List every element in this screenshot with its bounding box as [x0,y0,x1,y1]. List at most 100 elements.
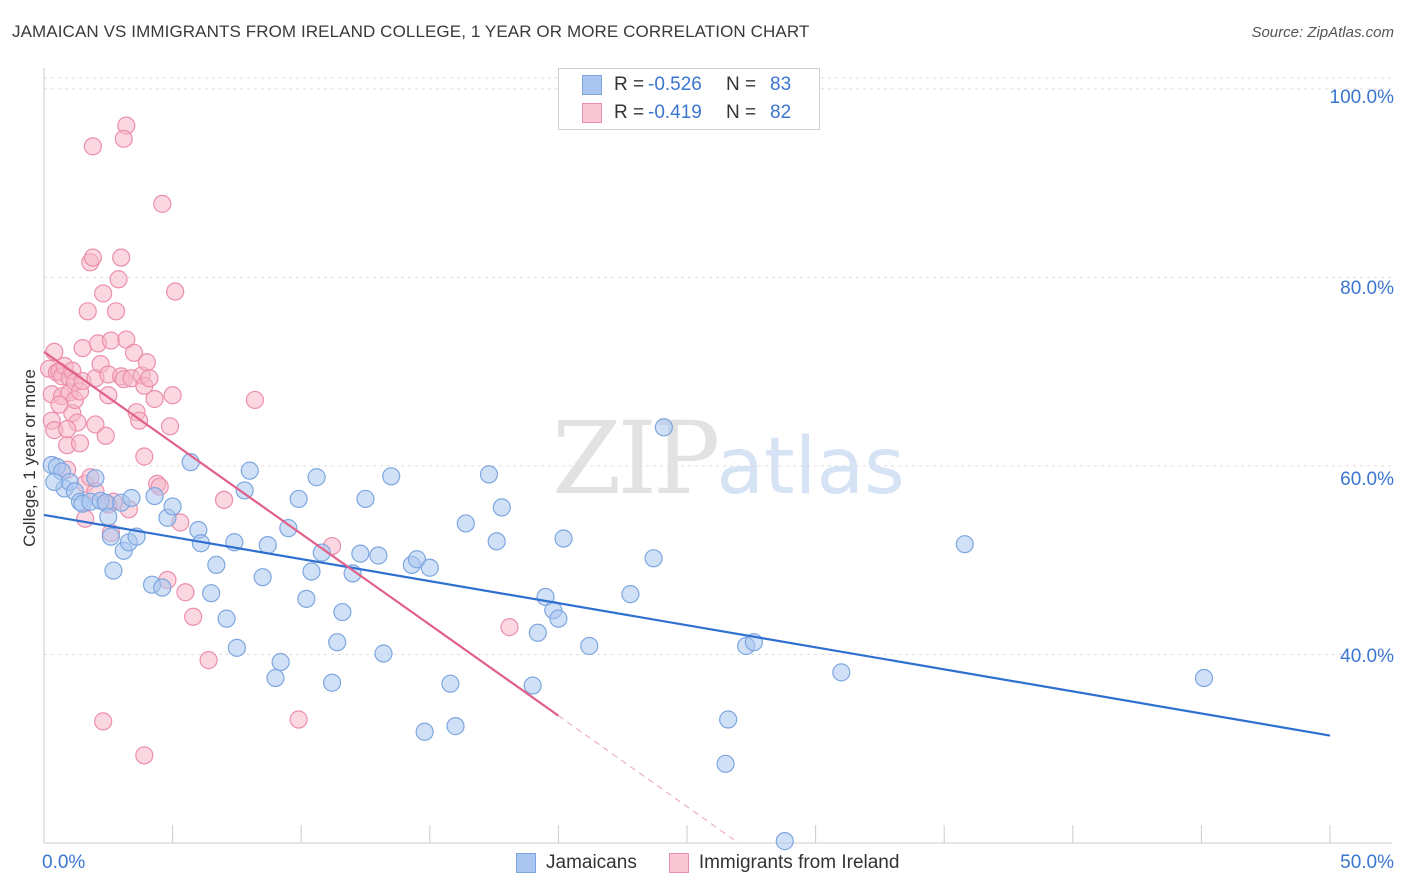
legend-swatch-jamaicans [516,853,536,873]
point-ireland [137,353,156,372]
point-jamaicans [279,519,298,538]
point-jamaicans [456,514,475,533]
legend-n-value: 82 [770,102,792,123]
legend-label-ireland: Immigrants from Ireland [698,852,900,873]
point-ireland [160,417,180,436]
point-jamaicans [153,578,172,597]
point-ireland [78,302,97,321]
point-jamaicans [86,469,105,488]
point-ireland [86,415,105,434]
point-jamaicans [832,663,851,682]
point-jamaicans [955,535,974,554]
point-ireland [109,270,128,289]
point-jamaicans [271,652,290,672]
legend-r-label: R = [614,102,645,123]
point-jamaicans [654,418,673,437]
point-jamaicans [554,529,573,548]
point-jamaicans [253,568,272,587]
point-jamaicans [207,555,226,575]
legend-n-label: N = [726,74,757,95]
point-ireland [114,129,133,148]
point-jamaicans [202,584,221,603]
point-jamaicans [523,676,542,695]
point-ireland [500,618,519,637]
point-jamaicans [266,668,285,688]
point-ireland [124,343,144,362]
trendline-dashed-ireland [558,715,739,844]
point-ireland [199,651,218,670]
point-jamaicans [307,468,326,487]
point-jamaicans [227,638,246,657]
point-ireland [140,369,159,388]
legend-swatch-ireland [668,853,689,873]
point-ireland [153,194,172,213]
series-legend: Jamaicans Immigrants from Ireland [516,852,931,874]
y-tick-label-80: 80.0% [1340,278,1394,299]
point-ireland [112,248,131,267]
x-tick-label-max: 50.0% [1340,852,1394,873]
point-jamaicans [621,585,640,604]
point-jamaicans [322,673,342,692]
legend-r-label: R = [614,74,645,95]
point-jamaicans [719,710,738,729]
point-jamaicans [328,633,347,652]
point-jamaicans [775,832,794,851]
point-jamaicans [163,497,182,516]
point-jamaicans [369,546,388,565]
watermark-zip: ZIP [552,400,720,517]
point-jamaicans [441,674,460,693]
point-ireland [76,509,95,528]
point-ireland [184,607,203,626]
legend-item-ireland[interactable]: Immigrants from Ireland [668,852,900,874]
point-jamaicans [356,489,375,509]
point-jamaicans [446,717,465,736]
point-jamaicans [1194,668,1214,688]
point-jamaicans [479,465,499,484]
point-ireland [214,490,234,509]
point-jamaicans [580,636,599,656]
point-jamaicans [99,507,118,526]
point-ireland [70,434,90,453]
trendline-ireland [43,350,560,717]
point-jamaicans [374,644,393,663]
point-ireland [166,282,185,301]
point-jamaicans [415,722,434,741]
source-label: Source: ZipAtlas.com [1251,24,1394,41]
point-jamaicans [235,481,254,500]
point-ireland [135,447,154,466]
point-jamaicans [45,472,64,492]
stats-legend: R = -0.526 N = 83 R = -0.419 N = 82 [558,68,820,130]
legend-row-ireland: R = -0.419 N = 82 [582,100,791,126]
legend-swatch-jamaicans [582,75,602,95]
point-ireland [83,137,102,156]
point-jamaicans [312,543,331,562]
point-ireland [58,420,77,439]
point-ireland [96,426,115,445]
point-jamaicans [487,532,506,551]
legend-item-jamaicans[interactable]: Jamaicans [516,852,637,874]
watermark-atlas: atlas [716,422,905,512]
point-jamaicans [258,536,277,555]
point-jamaicans [716,754,735,773]
point-jamaicans [104,561,123,580]
point-jamaicans [302,562,321,581]
legend-r-value: -0.526 [648,74,702,95]
point-ireland [94,284,113,303]
point-jamaicans [289,489,308,509]
point-jamaicans [351,544,370,563]
point-ireland [106,302,126,321]
point-ireland [145,389,164,409]
point-jamaicans [492,498,511,517]
point-ireland [163,386,182,405]
point-jamaicans [240,461,259,480]
point-jamaicans [382,467,401,486]
point-jamaicans [145,486,164,506]
point-ireland [245,390,265,410]
chart-title: JAMAICAN VS IMMIGRANTS FROM IRELAND COLL… [12,22,810,41]
legend-n-label: N = [726,102,757,123]
legend-swatch-ireland [582,103,602,123]
legend-n-value: 83 [770,74,792,95]
legend-r-value: -0.419 [648,102,702,123]
point-jamaicans [101,527,120,546]
